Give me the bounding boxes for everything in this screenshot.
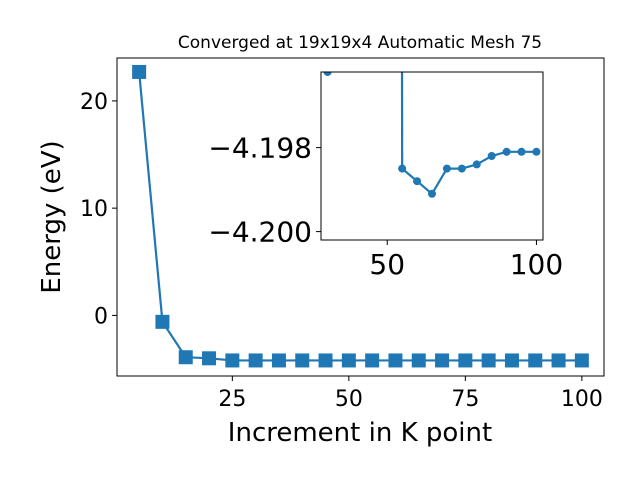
main-data-point (528, 353, 543, 368)
inset-background (321, 72, 543, 240)
main-data-point (318, 353, 333, 368)
x-axis-label: Increment in K point (228, 418, 492, 448)
inset-data-point (413, 177, 422, 186)
inset-data-point (487, 152, 496, 160)
main-data-point (155, 314, 170, 329)
main-data-point (551, 353, 566, 368)
inset-data-point (517, 147, 526, 156)
main-data-point (295, 353, 310, 368)
inset-axes: 50 100 −4.200 −4.198 (208, 132, 563, 281)
x-tick-label: 75 (451, 387, 479, 412)
inset-data-point (398, 164, 407, 173)
main-axes: 25 50 75 100 0 10 20 (80, 90, 603, 412)
inset-x-tick-label: 100 (510, 248, 563, 281)
inset-data-point (442, 164, 451, 173)
main-data-point (481, 353, 496, 368)
main-data-point (388, 353, 403, 368)
main-data-point (271, 353, 286, 368)
chart-title: Converged at 19x19x4 Automatic Mesh 75 (178, 33, 542, 53)
main-data-point (574, 353, 589, 368)
x-tick-label: 25 (218, 387, 246, 412)
x-tick-label: 100 (561, 387, 603, 412)
inset-plot-area (320, 71, 544, 241)
inset-data-point (428, 189, 436, 198)
main-series (132, 64, 589, 368)
inset-series-line (401, 150, 537, 196)
inset-y-tick-label: −4.200 (208, 216, 312, 249)
inset-data-point (502, 147, 511, 156)
inset-data-point (323, 72, 332, 76)
inset-y-tick-label: −4.198 (208, 132, 312, 165)
x-tick-label: 50 (335, 387, 363, 412)
main-data-point (225, 353, 240, 368)
y-tick-label: 20 (80, 90, 108, 115)
main-data-point (411, 353, 426, 368)
y-tick-label: 10 (80, 197, 108, 222)
main-data-point (341, 353, 356, 368)
inset-series (323, 72, 541, 198)
main-data-point (132, 64, 147, 79)
main-data-point (248, 353, 263, 368)
main-data-point (504, 353, 519, 368)
main-data-point (435, 353, 450, 368)
main-data-point (178, 350, 193, 365)
main-data-point (202, 351, 217, 366)
y-axis-label: Energy (eV) (37, 140, 67, 293)
inset-data-point (457, 164, 466, 173)
inset-data-point (472, 160, 481, 169)
inset-data-point (532, 147, 541, 156)
main-data-point (458, 353, 473, 368)
main-data-point (365, 353, 380, 368)
y-tick-label: 0 (94, 304, 108, 329)
inset-x-tick-label: 50 (369, 248, 405, 281)
